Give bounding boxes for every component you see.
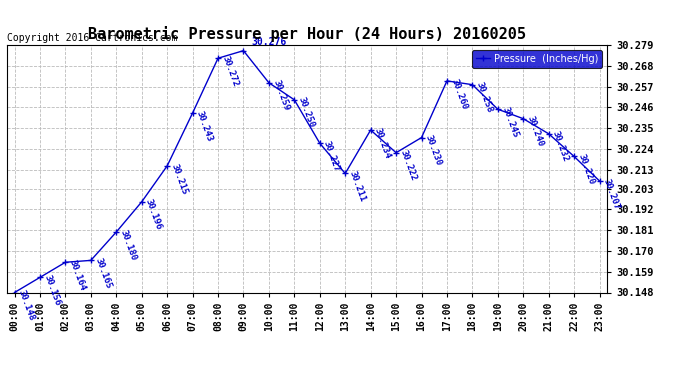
Text: 30.276: 30.276	[252, 37, 287, 47]
Text: 30.148: 30.148	[17, 289, 37, 322]
Text: 30.245: 30.245	[500, 105, 520, 139]
Text: 30.234: 30.234	[373, 126, 393, 160]
Text: Copyright 2016 Cartronics.com: Copyright 2016 Cartronics.com	[7, 33, 177, 42]
Text: 30.250: 30.250	[297, 96, 316, 129]
Text: 30.215: 30.215	[170, 162, 189, 195]
Legend: Pressure  (Inches/Hg): Pressure (Inches/Hg)	[472, 50, 602, 68]
Text: 30.156: 30.156	[42, 274, 61, 307]
Text: 30.220: 30.220	[576, 153, 596, 186]
Text: 30.222: 30.222	[398, 149, 418, 182]
Text: 30.243: 30.243	[195, 109, 215, 142]
Text: 30.164: 30.164	[68, 258, 87, 292]
Text: 30.232: 30.232	[551, 130, 571, 164]
Text: 30.165: 30.165	[93, 256, 112, 290]
Text: 30.211: 30.211	[348, 170, 367, 203]
Title: Barometric Pressure per Hour (24 Hours) 20160205: Barometric Pressure per Hour (24 Hours) …	[88, 27, 526, 42]
Text: 30.272: 30.272	[220, 54, 240, 88]
Text: 30.230: 30.230	[424, 134, 443, 167]
Text: 30.180: 30.180	[119, 228, 138, 262]
Text: 30.260: 30.260	[449, 77, 469, 111]
Text: 30.196: 30.196	[144, 198, 164, 231]
Text: 30.258: 30.258	[475, 81, 494, 114]
Text: 30.240: 30.240	[526, 115, 545, 148]
Text: 30.227: 30.227	[322, 140, 342, 173]
Text: 30.259: 30.259	[271, 79, 290, 112]
Text: 30.207: 30.207	[602, 177, 621, 211]
